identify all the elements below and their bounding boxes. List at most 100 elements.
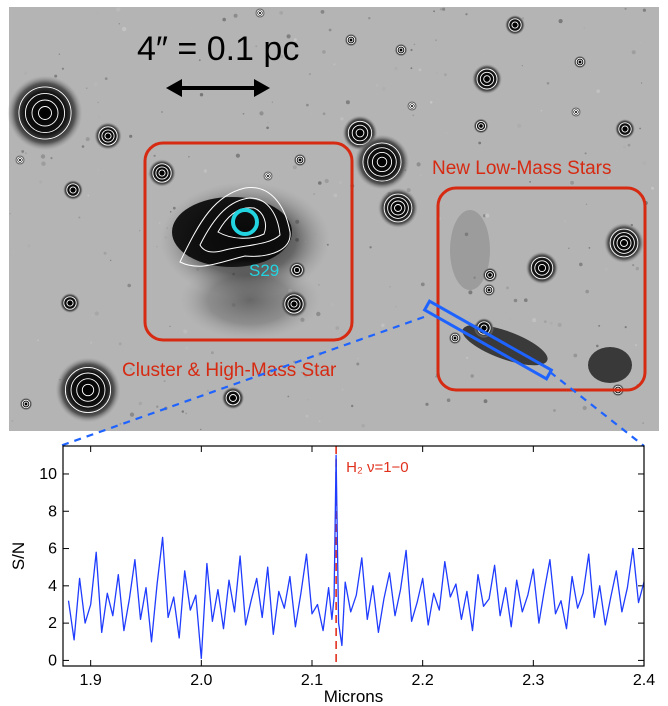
noise-speck xyxy=(161,111,163,113)
noise-speck xyxy=(286,34,291,39)
star-contour xyxy=(23,401,29,407)
star-contour xyxy=(290,300,298,308)
box-right-label: New Low-Mass Stars xyxy=(432,158,612,179)
noise-speck xyxy=(181,410,184,413)
noise-speck xyxy=(233,13,238,18)
star-contour xyxy=(574,110,578,114)
star-contour xyxy=(31,99,59,127)
noise-speck xyxy=(271,101,274,103)
star-contour xyxy=(371,151,393,173)
star-contour xyxy=(450,333,460,343)
noise-speck xyxy=(313,193,315,195)
y-tick-label: 10 xyxy=(39,466,57,483)
star-contour xyxy=(297,157,303,163)
noise-speck xyxy=(40,154,46,159)
star-halo xyxy=(344,33,358,47)
star-contour xyxy=(376,156,388,168)
noise-speck xyxy=(127,283,131,288)
noise-speck xyxy=(318,181,322,185)
noise-speck xyxy=(169,325,171,327)
noise-speck xyxy=(517,123,522,128)
star-halo xyxy=(293,153,307,167)
noise-speck xyxy=(86,87,88,89)
h2-line-label: H₂ ν=1−0 xyxy=(346,459,409,476)
star-contour xyxy=(487,272,493,278)
star-contour xyxy=(64,366,112,414)
noise-speck xyxy=(129,412,135,417)
star-contour xyxy=(577,59,583,65)
noise-speck xyxy=(553,409,556,412)
noise-speck xyxy=(607,177,611,180)
star-contour xyxy=(258,11,262,15)
noise-speck xyxy=(345,100,350,105)
star-contour xyxy=(367,147,397,177)
noise-speck xyxy=(24,71,28,75)
star-contour xyxy=(18,158,22,162)
star-contour xyxy=(158,169,166,177)
noise-speck xyxy=(445,131,448,134)
x-axis-label: Microns xyxy=(324,687,384,706)
noise-speck xyxy=(356,362,360,366)
noise-speck xyxy=(465,13,468,16)
star-contour xyxy=(484,269,496,281)
noise-speck xyxy=(304,374,308,378)
star-contour xyxy=(394,204,402,212)
star-contour xyxy=(383,193,413,223)
noise-speck xyxy=(235,378,238,381)
box-left-label: Cluster & High-Mass Star xyxy=(122,360,337,381)
noise-speck xyxy=(307,399,309,401)
noise-speck xyxy=(267,121,269,123)
noise-speck xyxy=(627,143,631,147)
noise-speck xyxy=(259,111,264,116)
noise-speck xyxy=(524,298,528,303)
star-contour xyxy=(63,296,77,310)
star-contour xyxy=(346,35,356,45)
noise-speck xyxy=(570,180,574,185)
noise-speck xyxy=(287,395,290,398)
box-cluster xyxy=(143,141,354,342)
star-halo xyxy=(448,331,462,345)
star-contour xyxy=(347,120,373,146)
noise-speck xyxy=(156,405,159,408)
noise-speck xyxy=(410,48,413,52)
star-contour xyxy=(66,183,80,197)
s29-label: S29 xyxy=(249,261,279,280)
star-contour xyxy=(396,45,406,55)
noise-speck xyxy=(185,412,188,415)
star-contour xyxy=(452,335,458,341)
noise-speck xyxy=(351,404,354,408)
noise-speck xyxy=(425,402,429,406)
slit-box xyxy=(422,299,554,381)
noise-speck xyxy=(78,216,81,219)
noise-speck xyxy=(585,289,589,294)
star-halo xyxy=(148,159,176,187)
noise-speck xyxy=(328,28,332,32)
noise-speck xyxy=(305,414,309,418)
noise-speck xyxy=(598,324,601,327)
star-contour xyxy=(291,264,303,276)
box-low-mass xyxy=(436,186,647,392)
noise-speck xyxy=(116,7,121,12)
noise-speck xyxy=(235,153,240,158)
noise-speck xyxy=(342,389,344,391)
noise-speck xyxy=(624,7,627,10)
noise-speck xyxy=(418,68,422,72)
noise-speck xyxy=(265,375,269,379)
noise-speck xyxy=(513,298,518,303)
stars xyxy=(7,8,644,423)
noise-speck xyxy=(367,224,371,227)
noise-speck xyxy=(641,82,643,84)
noise-speck xyxy=(229,51,232,54)
star-contour xyxy=(18,86,72,140)
noise-speck xyxy=(103,251,107,255)
star-halo xyxy=(280,290,308,318)
star-contour xyxy=(66,299,74,307)
noise-speck xyxy=(293,38,297,42)
noise-speck xyxy=(24,152,28,155)
noise-speck xyxy=(651,186,654,190)
noise-speck xyxy=(61,67,64,70)
noise-speck xyxy=(97,101,99,104)
noise-speck xyxy=(119,331,123,335)
noise-speck xyxy=(420,282,425,287)
noise-speck xyxy=(185,346,189,350)
